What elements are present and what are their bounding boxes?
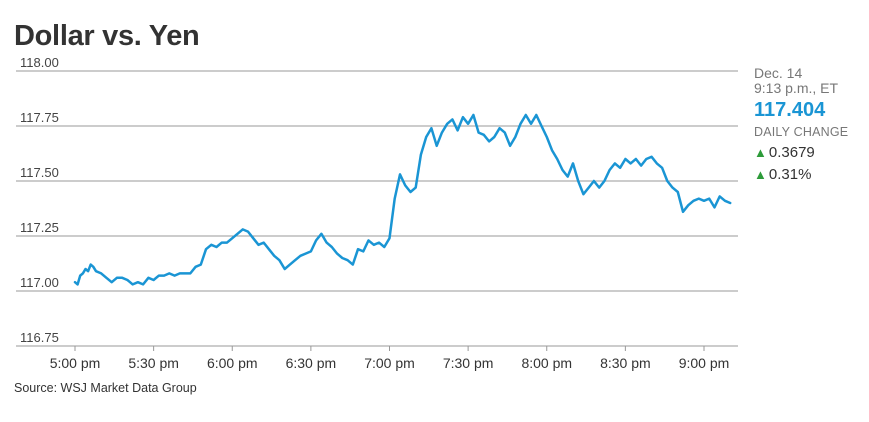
- x-tick-label: 5:30 pm: [128, 355, 179, 371]
- x-tick-label: 8:00 pm: [521, 355, 572, 371]
- up-triangle-icon: ▲: [754, 167, 767, 182]
- y-tick-label: 117.00: [20, 275, 59, 290]
- chart-title: Dollar vs. Yen: [14, 20, 200, 52]
- quote-price: 117.404: [754, 99, 826, 121]
- daily-change-absolute: ▲ 0.3679: [754, 144, 848, 161]
- daily-change-absolute-value: 0.3679: [768, 144, 815, 161]
- daily-change-label: DAILY CHANGE: [754, 125, 849, 139]
- daily-change-percent: ▲ 0.31%: [754, 166, 848, 183]
- y-tick-label: 117.25: [20, 220, 59, 235]
- x-tick-label: 7:00 pm: [364, 355, 415, 371]
- x-tick-label: 6:00 pm: [207, 355, 258, 371]
- y-tick-label: 117.75: [20, 110, 59, 125]
- series-layer: [73, 113, 732, 286]
- daily-change-percent-value: 0.31%: [768, 166, 812, 183]
- x-axis-ticks: 5:00 pm 5:30 pm 6:00 pm 6:30 pm 7:00 pm 7:30 …: [50, 346, 730, 371]
- grid-lines: [16, 70, 738, 347]
- y-axis-ticks: 118.00 117.75 117.50 117.25 117.00 116.75: [20, 55, 59, 345]
- series-line: [73, 113, 732, 286]
- source-note: Source: WSJ Market Data Group: [14, 381, 197, 395]
- y-tick-label: 117.50: [20, 165, 59, 180]
- x-tick-label: 8:30 pm: [600, 355, 651, 371]
- quote-panel: Dec. 14 9:13 p.m., ET 117.404 DAILY CHAN…: [754, 65, 849, 184]
- y-tick-label: 118.00: [20, 55, 59, 70]
- quote-date: Dec. 14: [754, 65, 803, 81]
- y-tick-label: 116.75: [20, 330, 59, 345]
- x-tick-label: 7:30 pm: [443, 355, 494, 371]
- x-tick-label: 5:00 pm: [50, 355, 101, 371]
- x-tick-label: 9:00 pm: [679, 355, 730, 371]
- up-triangle-icon: ▲: [754, 145, 767, 160]
- quote-time: 9:13 p.m., ET: [754, 80, 839, 96]
- x-tick-label: 6:30 pm: [286, 355, 337, 371]
